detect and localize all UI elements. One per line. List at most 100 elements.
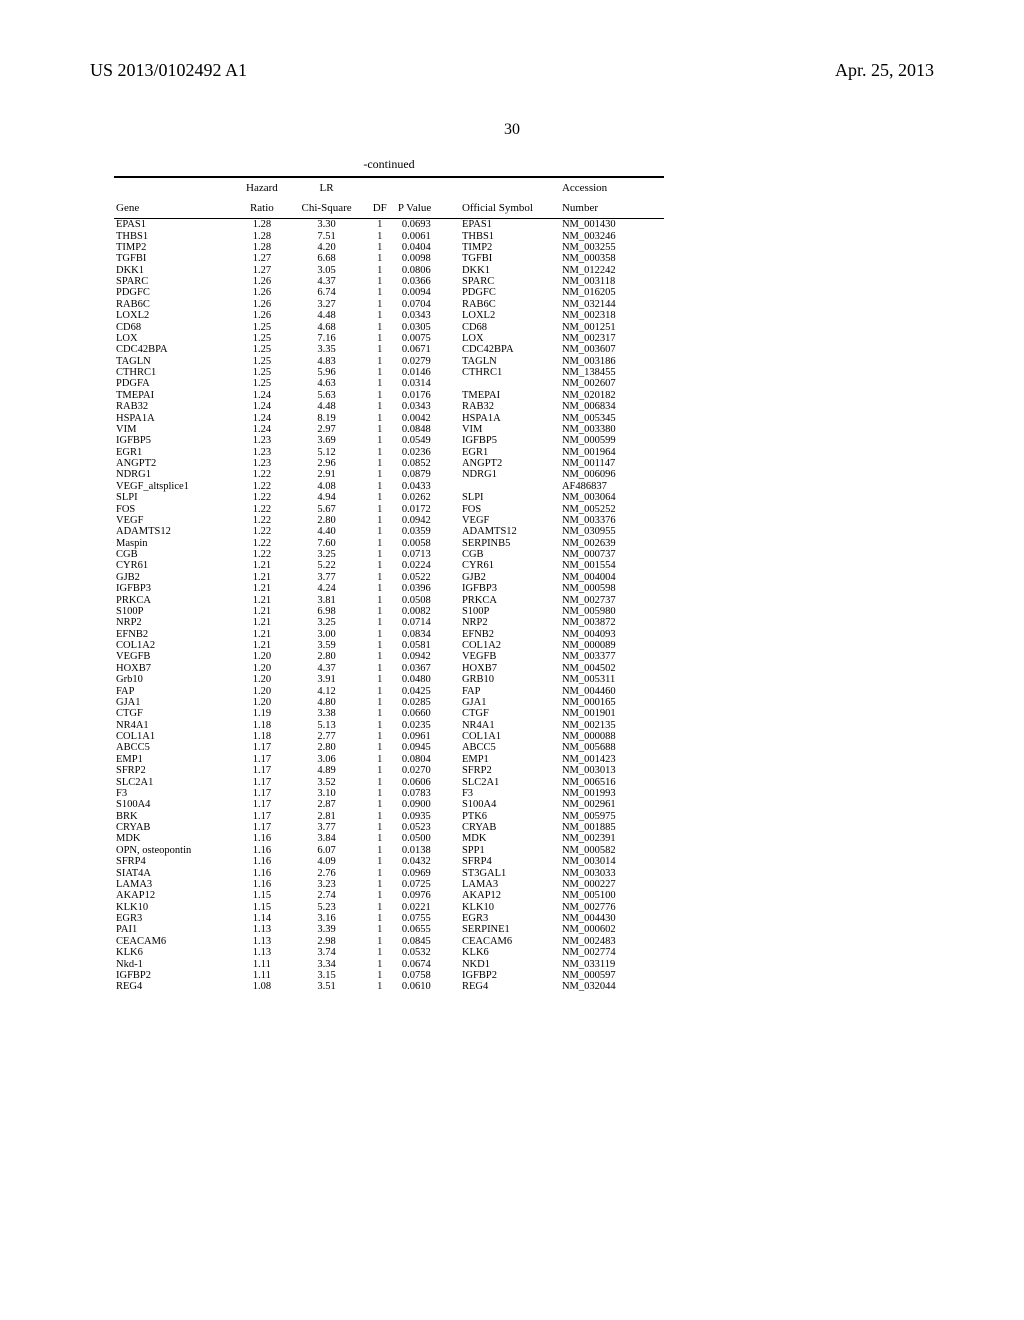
table-cell: NM_003377 <box>560 651 664 662</box>
table-cell: EGR1 <box>456 447 560 458</box>
table-cell: 1.23 <box>234 458 289 469</box>
table-row: S100P1.216.9810.0082S100PNM_005980 <box>114 606 664 617</box>
table-cell: 0.0305 <box>396 321 456 332</box>
table-cell: 1.21 <box>234 640 289 651</box>
table-cell: BRK <box>114 811 234 822</box>
table-cell: 1.25 <box>234 356 289 367</box>
table-cell: 1.28 <box>234 242 289 253</box>
table-row: VIM1.242.9710.0848VIMNM_003380 <box>114 424 664 435</box>
table-cell: 1 <box>364 754 396 765</box>
table-cell: CTGF <box>456 708 560 719</box>
table-row: CD681.254.6810.0305CD68NM_001251 <box>114 321 664 332</box>
table-cell: 0.0082 <box>396 606 456 617</box>
table-cell: 5.96 <box>290 367 364 378</box>
table-cell: NM_002639 <box>560 538 664 549</box>
table-cell: PDGFA <box>114 378 234 389</box>
table-cell: S100P <box>114 606 234 617</box>
table-cell: 1 <box>364 685 396 696</box>
table-cell: 4.20 <box>290 242 364 253</box>
table-cell: PDGFC <box>114 287 234 298</box>
table-cell: AKAP12 <box>456 890 560 901</box>
table-cell: Nkd-1 <box>114 958 234 969</box>
table-cell: F3 <box>114 788 234 799</box>
table-cell: GRB10 <box>456 674 560 685</box>
table-cell: LOX <box>114 333 234 344</box>
table-cell: 1 <box>364 640 396 651</box>
table-cell: 1.13 <box>234 924 289 935</box>
table-row: LOXL21.264.4810.0343LOXL2NM_002318 <box>114 310 664 321</box>
table-cell: 1.17 <box>234 776 289 787</box>
table-cell: 4.48 <box>290 401 364 412</box>
table-cell: 1 <box>364 708 396 719</box>
table-cell: 0.0900 <box>396 799 456 810</box>
table-cell: 1 <box>364 412 396 423</box>
table-row: TGFBI1.276.6810.0098TGFBINM_000358 <box>114 253 664 264</box>
data-table: Gene Hazard LR DF P Value Official Symbo… <box>114 178 664 993</box>
table-cell: 1 <box>364 594 396 605</box>
col-official-symbol: Official Symbol <box>456 178 560 219</box>
table-cell: CTHRC1 <box>456 367 560 378</box>
table-cell: MDK <box>456 833 560 844</box>
table-cell: 0.0945 <box>396 742 456 753</box>
table-cell: 0.0425 <box>396 685 456 696</box>
table-row: EPAS11.283.3010.0693EPAS1NM_001430 <box>114 219 664 231</box>
table-cell: 1 <box>364 526 396 537</box>
page-header: US 2013/0102492 A1 Apr. 25, 2013 <box>90 60 934 81</box>
table-cell: NM_032044 <box>560 981 664 992</box>
table-cell: 3.74 <box>290 947 364 958</box>
table-row: RAB321.244.4810.0343RAB32NM_006834 <box>114 401 664 412</box>
table-cell: 0.0058 <box>396 538 456 549</box>
table-cell: 1.08 <box>234 981 289 992</box>
table-cell: NM_006096 <box>560 469 664 480</box>
table-cell: 1.27 <box>234 253 289 264</box>
table-cell: 1.28 <box>234 230 289 241</box>
table-cell: NR4A1 <box>456 720 560 731</box>
table-cell: 1.18 <box>234 720 289 731</box>
table-cell: 3.77 <box>290 822 364 833</box>
table-cell: 1.28 <box>234 219 289 231</box>
table-cell: 1.25 <box>234 321 289 332</box>
table-cell: FOS <box>456 503 560 514</box>
table-cell: EGR3 <box>114 913 234 924</box>
table-cell: SERPINE1 <box>456 924 560 935</box>
table-cell: MDK <box>114 833 234 844</box>
table-cell: NM_001251 <box>560 321 664 332</box>
table-row: ADAMTS121.224.4010.0359ADAMTS12NM_030955 <box>114 526 664 537</box>
table-cell: 1 <box>364 856 396 867</box>
table-row: VEGFB1.202.8010.0942VEGFBNM_003377 <box>114 651 664 662</box>
table-cell: SLC2A1 <box>114 776 234 787</box>
table-cell: 1 <box>364 299 396 310</box>
table-cell: 0.0138 <box>396 845 456 856</box>
table-cell: IGFBP2 <box>114 970 234 981</box>
table-row: SLPI1.224.9410.0262SLPINM_003064 <box>114 492 664 503</box>
table-cell: NM_003380 <box>560 424 664 435</box>
table-cell: 1 <box>364 674 396 685</box>
table-cell: NM_000358 <box>560 253 664 264</box>
table-cell: KLK10 <box>114 902 234 913</box>
table-cell: 3.15 <box>290 970 364 981</box>
table-cell: 3.00 <box>290 629 364 640</box>
table-cell: 3.69 <box>290 435 364 446</box>
table-cell: HSPA1A <box>456 412 560 423</box>
table-cell: 1 <box>364 924 396 935</box>
table-cell: THBS1 <box>456 230 560 241</box>
table-cell: S100A4 <box>114 799 234 810</box>
table-cell: 2.80 <box>290 742 364 753</box>
table-row: IGFBP51.233.6910.0549IGFBP5NM_000599 <box>114 435 664 446</box>
table-cell: 3.25 <box>290 617 364 628</box>
table-cell: 0.0610 <box>396 981 456 992</box>
table-cell: SFRP2 <box>114 765 234 776</box>
table-cell: TGFBI <box>456 253 560 264</box>
table-cell: Grb10 <box>114 674 234 685</box>
table-cell: TAGLN <box>114 356 234 367</box>
table-row: Grb101.203.9110.0480GRB10NM_005311 <box>114 674 664 685</box>
table-cell: CEACAM6 <box>114 936 234 947</box>
table-row: LOX1.257.1610.0075LOXNM_002317 <box>114 333 664 344</box>
table-row: S100A41.172.8710.0900S100A4NM_002961 <box>114 799 664 810</box>
table-cell: 0.0343 <box>396 401 456 412</box>
col-pvalue: P Value <box>396 178 456 219</box>
table-cell: 1.13 <box>234 936 289 947</box>
table-cell: 2.80 <box>290 651 364 662</box>
table-cell: 4.83 <box>290 356 364 367</box>
table-row: ANGPT21.232.9610.0852ANGPT2NM_001147 <box>114 458 664 469</box>
